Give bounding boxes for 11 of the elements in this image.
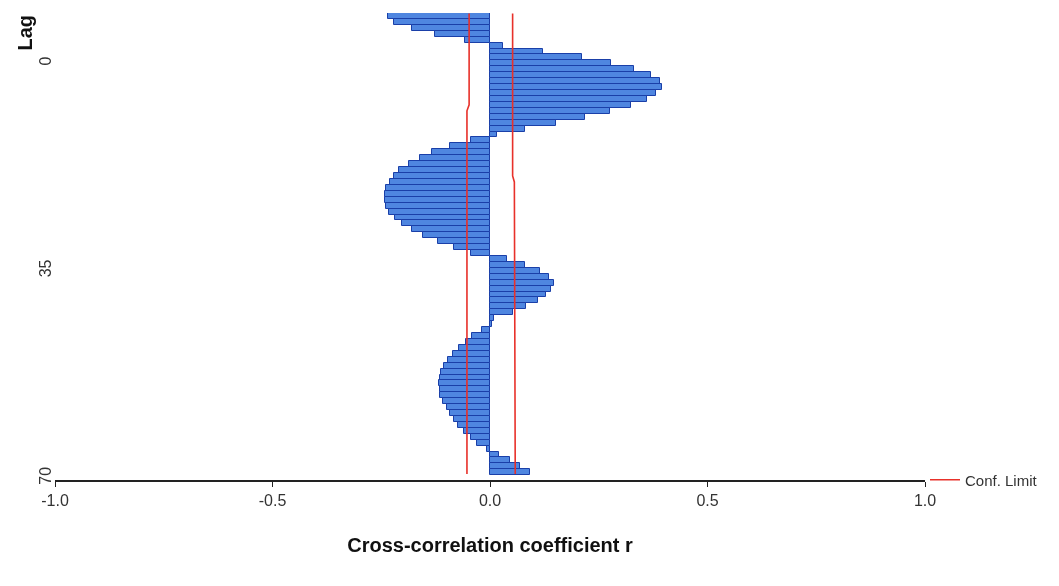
x-tick-label: 0.5 bbox=[696, 491, 719, 509]
y-tick-label: 0 bbox=[36, 56, 54, 66]
x-tick-label: 1.0 bbox=[913, 491, 937, 509]
legend-label: Conf. Limit bbox=[965, 471, 1038, 489]
y-tick-label: 35 bbox=[36, 259, 54, 278]
x-tick-label: -1.0 bbox=[41, 491, 69, 509]
y-axis-title: Lag bbox=[13, 14, 36, 51]
x-tick-label: 0.0 bbox=[478, 491, 502, 509]
y-tick-label: 70 bbox=[36, 466, 54, 485]
x-axis-title: Cross-correlation coefficient r bbox=[347, 533, 634, 556]
x-tick-label: -0.5 bbox=[258, 491, 287, 509]
